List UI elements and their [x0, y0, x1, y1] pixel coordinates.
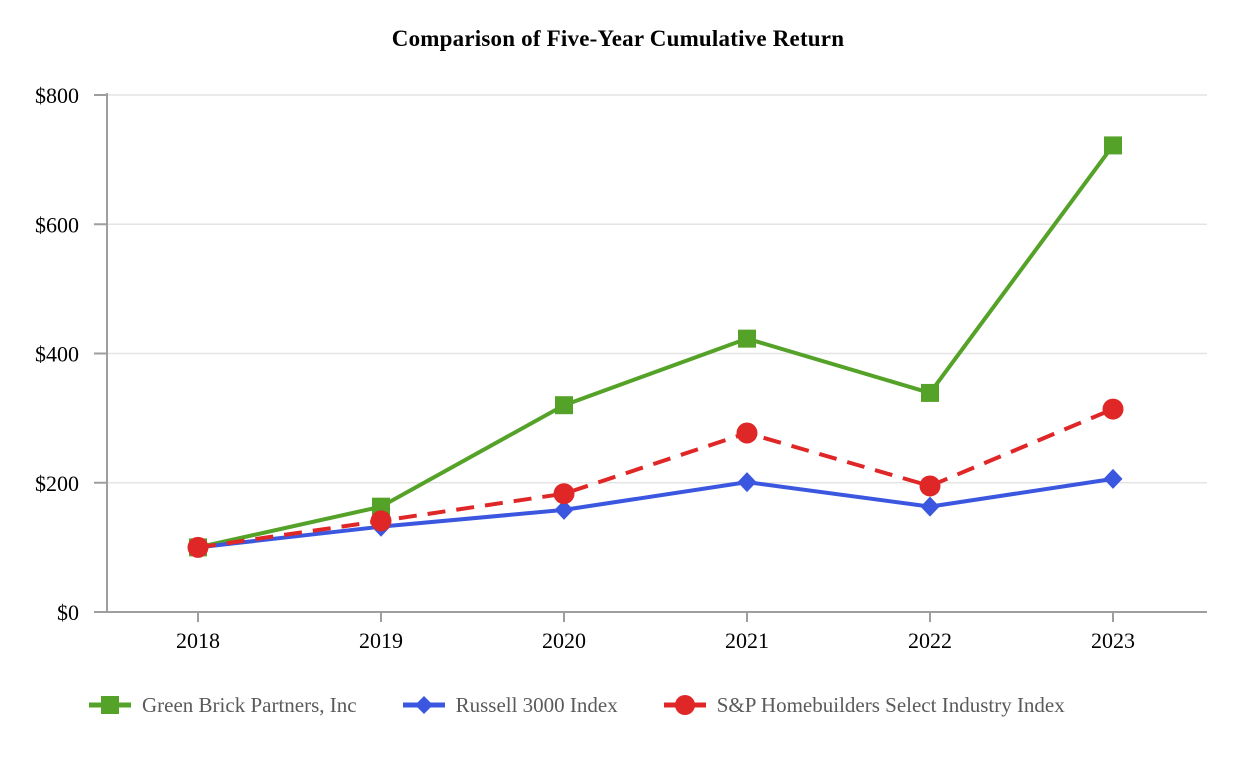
legend-marker-square-icon [89, 696, 131, 714]
legend-entry-green-brick-partners-inc: Green Brick Partners, Inc [88, 692, 357, 718]
series-s-p-homebuilders-select-industry-index [187, 398, 1124, 558]
series-line-russell-3000-index [197, 476, 1114, 550]
series-line-green-brick-partners-inc [197, 144, 1115, 550]
data-point-green-brick-partners-inc-2020 [555, 396, 573, 415]
data-point-s-p-homebuilders-select-industry-index-2018 [187, 536, 209, 558]
x-tick-label-2020: 2020 [542, 628, 586, 653]
y-tick-label-800: $800 [35, 83, 79, 108]
x-tick-label-2021: 2021 [725, 628, 769, 653]
chart-legend: Green Brick Partners, Inc Russell 3000 In… [88, 688, 1065, 722]
x-tick-label-2018: 2018 [176, 628, 220, 653]
data-point-green-brick-partners-inc-2023 [1104, 136, 1122, 155]
data-point-s-p-homebuilders-select-industry-index-2022 [919, 475, 941, 497]
data-point-russell-3000-index-2022 [920, 496, 940, 517]
data-point-green-brick-partners-inc-2021 [738, 329, 756, 348]
data-point-russell-3000-index-2023 [1103, 468, 1123, 489]
data-point-s-p-homebuilders-select-industry-index-2023 [1102, 398, 1124, 420]
x-tick-label-2023: 2023 [1091, 628, 1135, 653]
data-point-s-p-homebuilders-select-industry-index-2020 [553, 483, 575, 505]
data-point-russell-3000-index-2021 [737, 472, 757, 493]
legend-entry-russell-3000-index: Russell 3000 Index [402, 692, 618, 718]
data-point-russell-3000-index-2020 [554, 499, 574, 520]
chart-title: Comparison of Five-Year Cumulative Retur… [391, 26, 845, 51]
data-point-green-brick-partners-inc-2022 [921, 383, 939, 402]
legend-circle-s-p-homebuilders-select-industry-index [674, 695, 695, 715]
data-point-green-brick-partners-inc-2019 [372, 497, 390, 516]
legend-marker-circle-icon [663, 695, 706, 715]
chart-plot: $0 $200 $400 $600 $800 2018 2019 2020 2021 2022 20… [35, 83, 1207, 653]
series-line-s-p-homebuilders-select-industry-index [197, 407, 1114, 550]
legend-diamond-russell-3000-index [414, 696, 433, 714]
y-tick-label-600: $600 [35, 212, 79, 237]
legend-entry-s-p-homebuilders-select-industry-index: S&P Homebuilders Select Industry Index [663, 692, 1065, 718]
series-green-brick-partners-inc [189, 136, 1122, 557]
data-point-s-p-homebuilders-select-industry-index-2019 [370, 510, 392, 532]
legend-label-s-p-homebuilders-select-industry-index: S&P Homebuilders Select Industry Index [716, 692, 1065, 717]
chart-area: $0 $200 $400 $600 $800 2018 2019 2020 2021 2022 20… [35, 83, 1207, 653]
x-tick-label-2019: 2019 [359, 628, 403, 653]
y-tick-label-200: $200 [35, 471, 79, 496]
legend-square-green-brick-partners-inc [101, 696, 119, 714]
legend-marker-diamond-icon [402, 696, 445, 714]
y-tick-label-0: $0 [57, 600, 79, 625]
legend-label-green-brick-partners-inc: Green Brick Partners, Inc [142, 692, 357, 717]
data-point-s-p-homebuilders-select-industry-index-2021 [736, 422, 758, 444]
y-tick-label-400: $400 [35, 342, 79, 367]
legend-label-russell-3000-index: Russell 3000 Index [455, 692, 618, 717]
x-tick-label-2022: 2022 [908, 628, 952, 653]
